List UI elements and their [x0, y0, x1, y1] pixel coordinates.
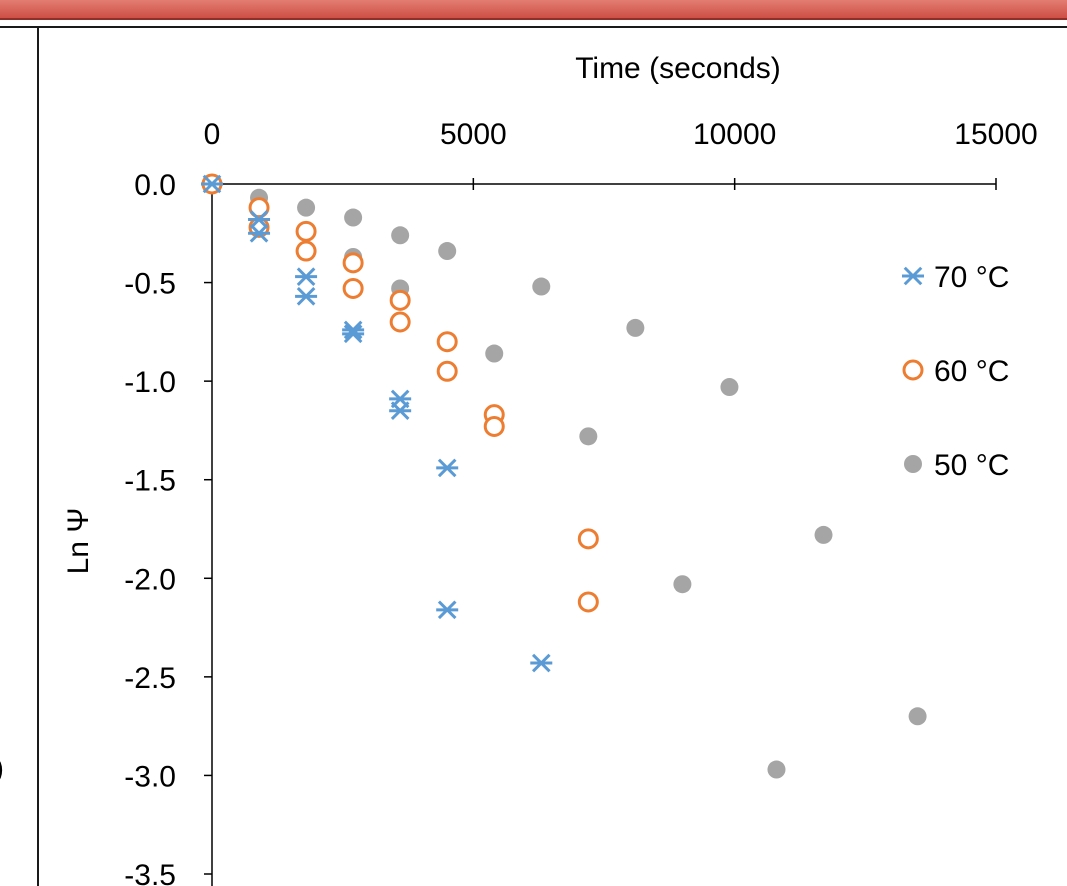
y-tick-label: -3.5 [124, 859, 176, 886]
data-point-filled-circle [626, 318, 645, 337]
chart-axes: 0 5000 10000 15000 0.0 -0.5 -1.0 -1.5 -2.0 -2.5 -3… [124, 118, 1038, 886]
data-point-asterisk [389, 401, 412, 421]
data-point-filled-circle [720, 378, 739, 397]
data-point-open-circle [436, 360, 458, 382]
data-point-asterisk [295, 267, 318, 286]
data-point-filled-circle [767, 760, 786, 779]
x-tick-label: 0 [204, 118, 221, 151]
legend-marker [902, 266, 924, 286]
legend-label: 60 °C [934, 355, 1009, 388]
y-tick-label: 0.0 [134, 169, 176, 202]
y-axis-title: Ln Ψ [62, 508, 95, 575]
data-point-filled-circle [344, 208, 363, 227]
legend-marker [904, 455, 922, 473]
chart-legend: 70 °C 60 °C 50 °C [902, 261, 1009, 482]
data-point-open-circle [342, 252, 364, 274]
data-point-asterisk [248, 210, 271, 229]
data-point-open-circle [248, 197, 270, 219]
data-point-asterisk [436, 458, 459, 478]
y-tick-label: -1.5 [124, 465, 176, 498]
y-tick-label: -0.5 [124, 268, 176, 301]
y-tick-label: -3.0 [124, 760, 176, 793]
y-tick-label: -2.5 [124, 662, 176, 695]
frame-top-border [0, 26, 1067, 28]
panel-divider [37, 26, 39, 886]
data-point-asterisk [530, 653, 553, 673]
legend-marker [902, 359, 924, 381]
data-point-filled-circle [297, 198, 316, 217]
data-point-asterisk [295, 287, 318, 306]
data-point-asterisk [436, 600, 459, 620]
data-point-asterisk [248, 223, 271, 243]
y-tick-label: -1.0 [124, 366, 176, 399]
data-point-open-circle [577, 528, 599, 550]
data-point-open-circle [389, 289, 411, 311]
left-panel-text-fragment: ) [0, 752, 4, 786]
data-point-filled-circle [673, 575, 692, 594]
data-point-asterisk [342, 324, 365, 344]
x-tick-label: 5000 [440, 118, 507, 151]
data-point-open-circle [577, 591, 599, 613]
data-point-open-circle [483, 415, 505, 437]
data-point-open-circle [389, 311, 411, 333]
window-title-bar [0, 0, 1067, 20]
data-point-asterisk [201, 174, 223, 194]
data-point-open-circle [436, 331, 458, 353]
x-tick-label: 15000 [954, 118, 1037, 151]
data-point-filled-circle [532, 277, 551, 296]
data-point-asterisk [342, 320, 365, 340]
y-tick-label: -2.0 [124, 563, 176, 596]
data-point-filled-circle [485, 344, 504, 363]
data-point-open-circle [295, 220, 317, 242]
legend-label: 50 °C [934, 449, 1009, 482]
legend-label: 70 °C [934, 261, 1009, 294]
data-point-filled-circle [814, 525, 833, 544]
chart-marks [201, 173, 927, 779]
data-point-open-circle [342, 277, 364, 299]
x-tick-label: 10000 [693, 118, 776, 151]
data-point-filled-circle [391, 226, 410, 245]
x-axis-title: Time (seconds) [575, 52, 781, 85]
data-point-filled-circle [438, 242, 457, 261]
data-point-filled-circle [908, 707, 927, 726]
data-point-filled-circle [579, 427, 598, 446]
data-point-open-circle [295, 240, 317, 262]
